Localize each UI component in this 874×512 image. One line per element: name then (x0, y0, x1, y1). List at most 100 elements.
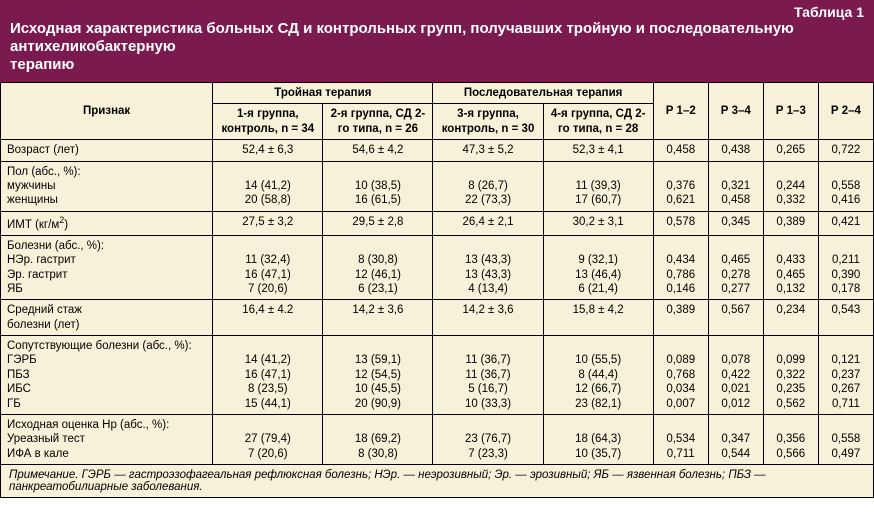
table-number: Таблица 1 (10, 4, 864, 20)
table-footnote: Примечание. ГЭРБ — гастроэзофагеальная р… (0, 465, 874, 498)
cell-pvalue: 0,389 (763, 211, 818, 235)
cell-value: 14,2 ± 3,6 (433, 300, 543, 336)
row-group-header: Пол (абс., %): (7, 165, 206, 179)
cell-value: 16,4 ± 4.2 (213, 300, 323, 336)
cell-value: 52,3 ± 4,1 (543, 140, 653, 161)
cell-pvalue: 0,265 (763, 140, 818, 161)
cell-pvalue-group: 0,4650,2780,277 (708, 235, 763, 300)
table-row: ИМТ (кг/м2)27,5 ± 3,229,5 ± 2,826,4 ± 2,… (1, 211, 874, 235)
table-title: Исходная характеристика больных СД и кон… (10, 20, 864, 74)
cell-value-group: 13 (59,1)12 (54,5)10 (45,5)20 (90,9) (323, 336, 433, 415)
row-label-group: Сопутствующие болезни (абс., %):ГЭРБПБЗИ… (1, 336, 213, 415)
table-row: Болезни (абс., %):НЭр. гастритЭр. гастри… (1, 235, 874, 300)
cell-pvalue-group: 0,0990,3220,2350,562 (763, 336, 818, 415)
cell-value: 30,2 ± 3,1 (543, 211, 653, 235)
cell-value-group: 11 (39,3)17 (60,7) (543, 161, 653, 211)
col-sequential: Последовательная терапия (433, 83, 653, 104)
cell-value: 15,8 ± 4,2 (543, 300, 653, 336)
row-label-group: Пол (абс., %):мужчиныженщины (1, 161, 213, 211)
row-sublabel: мужчины (7, 179, 206, 193)
title-line-1: Исходная характеристика больных СД и кон… (10, 20, 794, 55)
cell-pvalue-group: 0,5340,711 (653, 414, 708, 464)
col-g1: 1-я группа, контроль, n = 34 (213, 104, 323, 140)
cell-value-group: 8 (26,7)22 (73,3) (433, 161, 543, 211)
row-group-header: Сопутствующие болезни (абс., %): (7, 339, 206, 353)
cell-pvalue: 0,567 (708, 300, 763, 336)
col-g4: 4-я группа, СД 2-го типа, n = 28 (543, 104, 653, 140)
row-group-header: Исходная оценка Hp (абс., %): (7, 418, 206, 432)
cell-pvalue: 0,421 (818, 211, 873, 235)
cell-pvalue-group: 0,3470,544 (708, 414, 763, 464)
row-sublabel: Эр. гастрит (7, 268, 206, 282)
cell-value-group: 14 (41,2)20 (58,8) (213, 161, 323, 211)
row-label: ИМТ (кг/м2) (1, 211, 213, 235)
row-sublabel: ПБЗ (7, 368, 206, 382)
table-header-bar: Таблица 1 Исходная характеристика больны… (0, 0, 874, 82)
col-sign: Признак (1, 83, 213, 140)
cell-value-group: 10 (38,5)16 (61,5) (323, 161, 433, 211)
table-row: Сопутствующие болезни (абс., %):ГЭРБПБЗИ… (1, 336, 874, 415)
cell-pvalue-group: 0,3210,458 (708, 161, 763, 211)
cell-value-group: 10 (55,5)8 (44,4)12 (66,7)23 (82,1) (543, 336, 653, 415)
cell-value-group: 8 (30,8)12 (46,1)6 (23,1) (323, 235, 433, 300)
cell-pvalue-group: 0,0890,7680,0340,007 (653, 336, 708, 415)
cell-pvalue-group: 0,5580,497 (818, 414, 873, 464)
row-sublabel: ИБС (7, 382, 206, 396)
col-triple: Тройная терапия (213, 83, 433, 104)
cell-pvalue: 0,438 (708, 140, 763, 161)
col-g2: 2-я группа, СД 2-го типа, n = 26 (323, 104, 433, 140)
cell-pvalue-group: 0,3760,621 (653, 161, 708, 211)
row-label-group: Болезни (абс., %):НЭр. гастритЭр. гастри… (1, 235, 213, 300)
row-sublabel: ГЭРБ (7, 353, 206, 367)
cell-value-group: 18 (64,3)10 (35,7) (543, 414, 653, 464)
table-row: Пол (абс., %):мужчиныженщины 14 (41,2)20… (1, 161, 874, 211)
row-label: Возраст (лет) (1, 140, 213, 161)
col-p12: Р 1–2 (653, 83, 708, 140)
row-sublabel: НЭр. гастрит (7, 253, 206, 267)
cell-value: 14,2 ± 3,6 (323, 300, 433, 336)
table-head: Признак Тройная терапия Последовательная… (1, 83, 874, 140)
cell-pvalue-group: 0,1210,2370,2670,711 (818, 336, 873, 415)
cell-value: 52,4 ± 6,3 (213, 140, 323, 161)
cell-value: 54,6 ± 4,2 (323, 140, 433, 161)
cell-pvalue-group: 0,4340,7860,146 (653, 235, 708, 300)
cell-pvalue: 0,722 (818, 140, 873, 161)
cell-value: 27,5 ± 3,2 (213, 211, 323, 235)
row-group-header: Болезни (абс., %): (7, 239, 206, 253)
cell-value-group: 27 (79,4)7 (20,6) (213, 414, 323, 464)
col-g3: 3-я группа, контроль, n = 30 (433, 104, 543, 140)
cell-value: 26,4 ± 2,1 (433, 211, 543, 235)
cell-value-group: 9 (32,1)13 (46,4)6 (21,4) (543, 235, 653, 300)
cell-pvalue: 0,578 (653, 211, 708, 235)
col-p34: Р 3–4 (708, 83, 763, 140)
table-body: Возраст (лет)52,4 ± 6,354,6 ± 4,247,3 ± … (1, 140, 874, 465)
row-sublabel: ГБ (7, 397, 206, 411)
data-table: Признак Тройная терапия Последовательная… (0, 82, 874, 465)
cell-pvalue-group: 0,2110,3900,178 (818, 235, 873, 300)
cell-value-group: 18 (69,2)8 (30,8) (323, 414, 433, 464)
cell-value-group: 13 (43,3)13 (43,3)4 (13,4) (433, 235, 543, 300)
cell-pvalue: 0,543 (818, 300, 873, 336)
row-sublabel: женщины (7, 193, 206, 207)
row-sublabel: ЯБ (7, 282, 206, 296)
table-row: Исходная оценка Hp (абс., %):Уреазный те… (1, 414, 874, 464)
col-p24: Р 2–4 (818, 83, 873, 140)
cell-value: 47,3 ± 5,2 (433, 140, 543, 161)
cell-pvalue-group: 0,3560,566 (763, 414, 818, 464)
cell-pvalue: 0,345 (708, 211, 763, 235)
table-row: Средний стажболезни (лет)16,4 ± 4.214,2 … (1, 300, 874, 336)
cell-pvalue: 0,389 (653, 300, 708, 336)
cell-pvalue-group: 0,4330,4650,132 (763, 235, 818, 300)
col-p13: Р 1–3 (763, 83, 818, 140)
row-sublabel: ИФА в кале (7, 447, 206, 461)
row-label-group: Исходная оценка Hp (абс., %):Уреазный те… (1, 414, 213, 464)
cell-pvalue-group: 0,0780,4220,0210,012 (708, 336, 763, 415)
table-container: Таблица 1 Исходная характеристика больны… (0, 0, 874, 512)
cell-pvalue-group: 0,5580,416 (818, 161, 873, 211)
cell-value-group: 14 (41,2)16 (47,1)8 (23,5)15 (44,1) (213, 336, 323, 415)
row-label: Средний стажболезни (лет) (1, 300, 213, 336)
cell-value: 29,5 ± 2,8 (323, 211, 433, 235)
cell-value-group: 11 (36,7)11 (36,7)5 (16,7)10 (33,3) (433, 336, 543, 415)
cell-value-group: 23 (76,7)7 (23,3) (433, 414, 543, 464)
cell-pvalue-group: 0,2440,332 (763, 161, 818, 211)
